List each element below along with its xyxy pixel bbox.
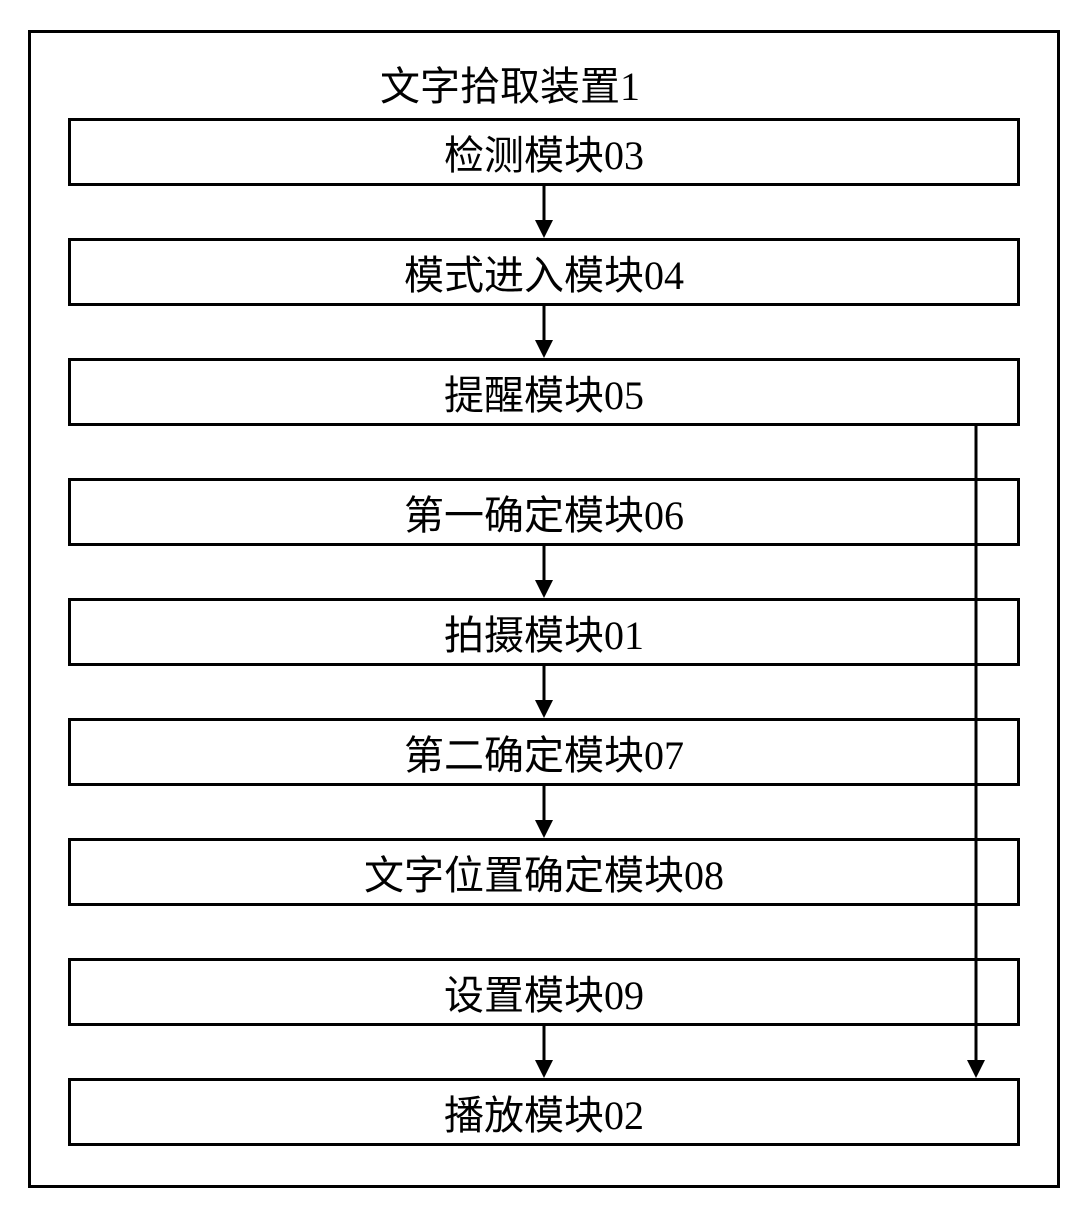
- mode-entry-module: 模式进入模块04: [68, 238, 1020, 306]
- second-determine-module: 第二确定模块07: [68, 718, 1020, 786]
- detection-module: 检测模块03: [68, 118, 1020, 186]
- text-position-module: 文字位置确定模块08: [68, 838, 1020, 906]
- playback-module: 播放模块02: [68, 1078, 1020, 1146]
- settings-module: 设置模块09: [68, 958, 1020, 1026]
- diagram-title: 文字拾取装置1: [380, 54, 640, 112]
- first-determine-module: 第一确定模块06: [68, 478, 1020, 546]
- reminder-module: 提醒模块05: [68, 358, 1020, 426]
- capture-module: 拍摄模块01: [68, 598, 1020, 666]
- diagram-canvas: 文字拾取装置1 检测模块03 模式进入模块04 提醒模块05 第一确定模块06 拍摄模块…: [0, 0, 1092, 1212]
